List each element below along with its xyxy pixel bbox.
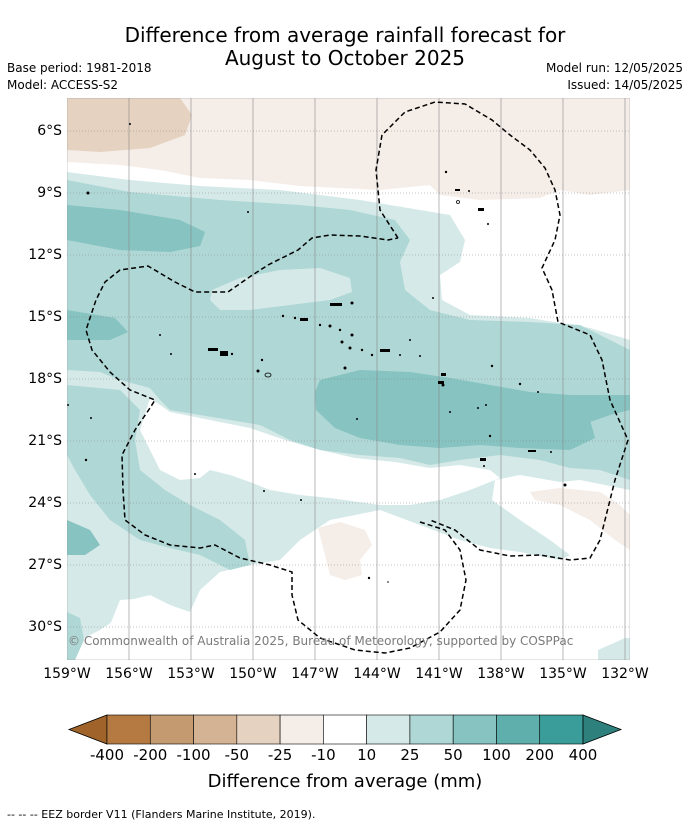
colorbar-segment [452,714,497,745]
colorbar-tick-label: -100 [176,746,211,764]
dry-patch-northwest [67,98,192,152]
lat-label-12s: 12°S [28,247,62,263]
colorbar-segment [323,714,367,745]
colorbar-tick-label: 200 [525,746,555,764]
lat-label-27s: 27°S [28,557,62,573]
colorbar-tick-label: -50 [224,746,250,764]
lat-label-18s: 18°S [28,371,62,387]
wet-region-inner [67,205,630,555]
lat-label-6s: 6°S [37,123,62,139]
lon-label-141w: 141°W [415,666,463,682]
colorbar-segment [539,714,584,745]
dry-patch-southeast [530,488,630,550]
colorbar-tick-label: -400 [89,746,125,764]
lon-label-132w: 132°W [601,666,649,682]
colorbar-title: Difference from average (mm) [207,771,483,792]
colorbar-tick-label: -200 [133,746,168,764]
colorbar-tick-label: 50 [443,746,463,764]
colorbar-segment [149,714,194,745]
colorbar-segment [193,714,238,745]
eez-legend-note: -- -- -- EEZ border V11 (Flanders Marine… [7,808,316,821]
lat-label-9s: 9°S [37,185,62,201]
title-line-1: Difference from average rainfall forecas… [124,23,566,47]
model-name: Model: ACCESS-S2 [7,78,119,92]
colorbar-segment [236,714,281,745]
lat-label-30s: 30°S [28,619,62,635]
lon-label-150w: 150°W [229,666,277,682]
colorbar-segment [106,714,151,745]
wet-patch-east [520,398,610,424]
meta-right: Model run: 12/05/2025 Issued: 14/05/2025 [546,60,683,94]
colorbar-segment [496,714,541,745]
wet-patch-southwest-edge [67,612,84,660]
lon-label-147w: 147°W [291,666,339,682]
colorbar-tick-label: -25 [267,746,293,764]
lon-label-135w: 135°W [539,666,587,682]
map-gridlines [67,98,630,660]
neutral-patch-center [210,268,352,310]
island-outlines [264,200,460,378]
copyright-notice: © Commonwealth of Australia 2025, Bureau… [68,634,574,648]
lon-label-159w: 159°W [43,666,91,682]
lon-label-144w: 144°W [353,666,401,682]
islands [67,123,567,583]
colorbar-tick-label: 400 [568,746,598,764]
colorbar-segment [409,714,454,745]
colorbar-segment [366,714,411,745]
colorbar-tick-label: -10 [311,746,336,764]
colorbar-tick-label: 10 [357,746,377,764]
colorbar-tick-label: 25 [400,746,420,764]
lon-label-153w: 153°W [167,666,215,682]
colorbar-tick-label: 100 [482,746,511,764]
base-period: Base period: 1981-2018 [7,61,152,75]
neutral-patch-southwest [67,598,220,660]
lon-label-138w: 138°W [477,666,525,682]
wet-patch-southeast-edge [598,638,630,660]
issued-date: Issued: 14/05/2025 [567,78,683,92]
neutral-patch-south [140,398,500,505]
colorbar-extend-low [67,714,108,745]
lat-label-15s: 15°S [28,309,62,325]
meta-left: Base period: 1981-2018 Model: ACCESS-S2 [7,60,152,94]
model-run: Model run: 12/05/2025 [545,61,683,75]
lat-label-24s: 24°S [28,495,62,511]
title-line-2: August to October 2025 [224,46,466,70]
colorbar [67,714,623,745]
dry-band-north [67,98,630,200]
colorbar-segment [279,714,324,745]
eez-borders [85,101,629,654]
colorbar-extend-high [582,714,623,745]
dry-patch-south-center [318,522,372,580]
rainfall-field [67,98,630,660]
lon-label-156w: 156°W [105,666,153,682]
lat-label-21s: 21°S [28,433,62,449]
map-title: Difference from average rainfall forecas… [0,24,690,70]
